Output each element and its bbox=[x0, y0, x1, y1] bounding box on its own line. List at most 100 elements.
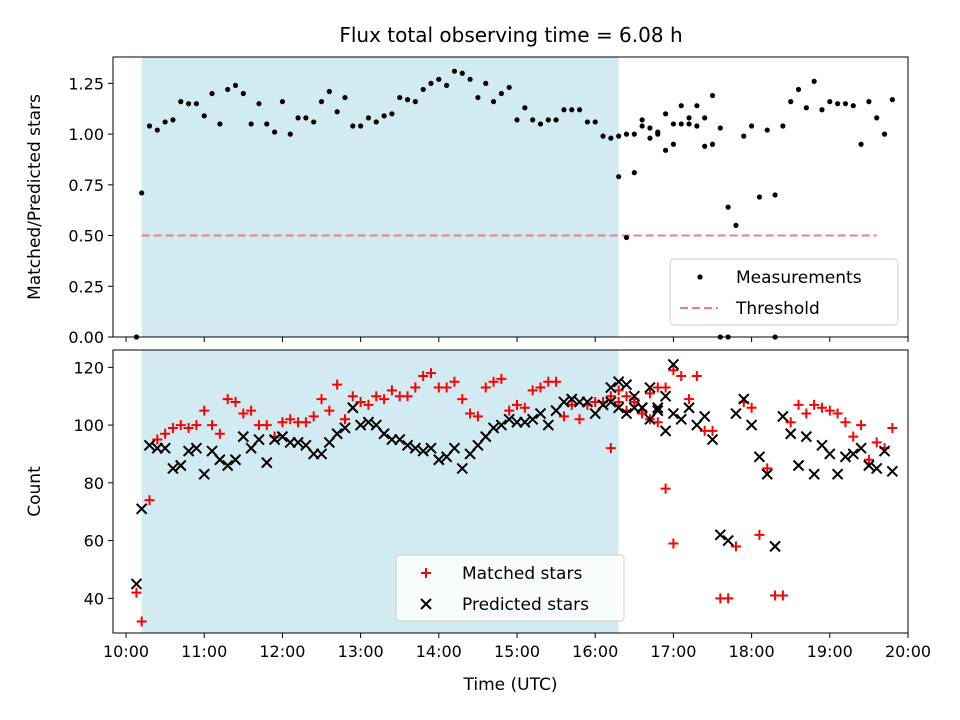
data-point bbox=[628, 390, 641, 402]
data-point bbox=[214, 454, 226, 466]
data-point bbox=[268, 433, 281, 446]
x-tick-label: 19:00 bbox=[807, 642, 853, 661]
data-point bbox=[358, 123, 364, 129]
data-point bbox=[433, 454, 445, 466]
data-point bbox=[792, 459, 805, 472]
data-point bbox=[229, 454, 242, 466]
data-point bbox=[620, 378, 633, 391]
data-point bbox=[448, 442, 461, 454]
x-tick-label: 18:00 bbox=[729, 642, 775, 661]
data-point bbox=[597, 399, 609, 411]
chart-title: Flux total observing time = 6.08 h bbox=[339, 23, 682, 47]
x-tick-label: 20:00 bbox=[885, 642, 931, 661]
data-point bbox=[636, 402, 648, 414]
data-point bbox=[504, 405, 515, 416]
data-point bbox=[324, 405, 335, 416]
data-point bbox=[670, 141, 677, 147]
data-point bbox=[217, 121, 223, 127]
data-point bbox=[190, 442, 203, 454]
x-tick-label: 12:00 bbox=[259, 642, 305, 661]
data-point bbox=[745, 419, 758, 431]
data-point bbox=[519, 416, 531, 428]
data-point bbox=[534, 407, 547, 420]
data-point bbox=[253, 433, 265, 446]
data-point bbox=[209, 90, 215, 97]
data-point bbox=[702, 115, 708, 121]
data-point bbox=[139, 190, 145, 196]
data-point bbox=[386, 385, 397, 396]
data-point bbox=[592, 119, 598, 125]
data-point bbox=[545, 117, 551, 123]
data-point bbox=[261, 456, 273, 469]
data-point bbox=[777, 410, 789, 423]
data-point bbox=[668, 365, 679, 376]
data-point bbox=[881, 131, 888, 137]
legend-marker-plus bbox=[421, 568, 431, 578]
data-point bbox=[417, 445, 429, 457]
data-point bbox=[527, 385, 538, 396]
data-point bbox=[488, 376, 499, 387]
data-point bbox=[678, 103, 684, 109]
data-point bbox=[691, 370, 702, 381]
data-point bbox=[788, 99, 794, 105]
data-point bbox=[741, 133, 747, 139]
y-tick-label: 1.00 bbox=[68, 125, 104, 144]
data-point bbox=[152, 434, 163, 445]
data-point bbox=[644, 388, 655, 399]
data-point bbox=[824, 405, 835, 416]
data-point bbox=[847, 448, 859, 460]
data-point bbox=[566, 393, 578, 405]
data-point bbox=[412, 99, 418, 105]
data-point bbox=[175, 459, 187, 472]
data-point bbox=[365, 115, 372, 121]
data-point bbox=[230, 396, 241, 407]
data-point bbox=[780, 123, 786, 129]
data-point bbox=[631, 170, 637, 176]
x-tick-label: 14:00 bbox=[416, 642, 462, 661]
data-point bbox=[887, 422, 898, 433]
data-point bbox=[167, 422, 178, 433]
data-point bbox=[616, 174, 622, 180]
data-point bbox=[373, 119, 379, 125]
data-point bbox=[428, 80, 434, 86]
data-point bbox=[441, 382, 452, 393]
data-point bbox=[840, 417, 851, 428]
data-point bbox=[639, 123, 645, 129]
y-tick-label: 40 bbox=[84, 589, 104, 608]
data-point bbox=[866, 99, 872, 105]
data-point bbox=[605, 381, 617, 394]
data-point bbox=[874, 115, 880, 121]
data-point bbox=[160, 428, 171, 439]
data-point bbox=[612, 376, 625, 388]
data-point bbox=[512, 399, 523, 410]
data-point bbox=[566, 399, 577, 410]
data-point bbox=[676, 370, 687, 381]
data-point bbox=[503, 413, 515, 426]
data-point bbox=[647, 125, 653, 131]
data-point bbox=[795, 86, 802, 93]
data-point bbox=[425, 442, 437, 454]
data-point bbox=[667, 407, 680, 420]
data-point bbox=[316, 394, 327, 405]
data-point bbox=[487, 422, 500, 434]
data-point bbox=[659, 425, 672, 437]
data-point bbox=[295, 115, 301, 121]
data-point bbox=[616, 133, 622, 139]
data-point bbox=[339, 422, 351, 434]
data-point bbox=[827, 99, 833, 105]
data-point bbox=[855, 442, 867, 454]
data-point bbox=[272, 129, 278, 135]
data-point bbox=[652, 402, 664, 414]
data-point bbox=[749, 123, 755, 129]
data-point bbox=[404, 97, 411, 103]
data-point bbox=[418, 370, 429, 381]
data-point bbox=[183, 422, 194, 433]
data-point bbox=[522, 105, 528, 111]
x-tick-label: 15:00 bbox=[494, 642, 540, 661]
x-tick-label: 10:00 bbox=[103, 642, 149, 661]
data-point bbox=[198, 468, 210, 480]
data-point bbox=[702, 143, 708, 149]
data-point bbox=[764, 127, 770, 133]
y-tick-label: 120 bbox=[73, 358, 104, 377]
